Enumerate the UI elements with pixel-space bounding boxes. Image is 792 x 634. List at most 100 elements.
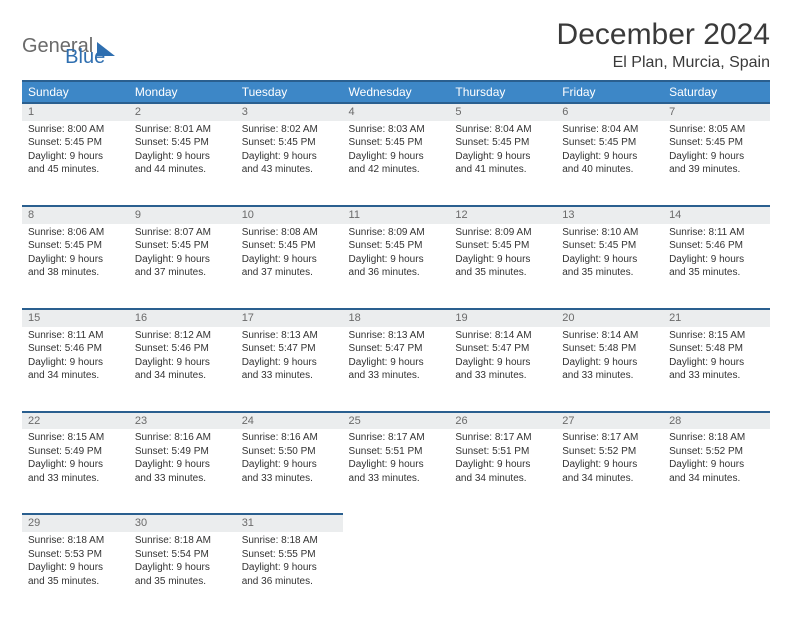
daylight-line-2: and 34 minutes.	[135, 369, 230, 383]
sunrise-line: Sunrise: 8:00 AM	[28, 123, 123, 137]
sunset-line: Sunset: 5:47 PM	[349, 342, 444, 356]
logo: General Blue	[22, 18, 105, 69]
logo-text-blue: Blue	[65, 46, 105, 69]
day-details: Sunrise: 8:07 AMSunset: 5:45 PMDaylight:…	[129, 224, 236, 308]
day-details: Sunrise: 8:18 AMSunset: 5:52 PMDaylight:…	[663, 429, 770, 513]
daylight-line-1: Daylight: 9 hours	[349, 150, 444, 164]
day-details: Sunrise: 8:03 AMSunset: 5:45 PMDaylight:…	[343, 121, 450, 205]
calendar-cell: 12Sunrise: 8:09 AMSunset: 5:45 PMDayligh…	[449, 206, 556, 309]
day-details: Sunrise: 8:06 AMSunset: 5:45 PMDaylight:…	[22, 224, 129, 308]
sunset-line: Sunset: 5:48 PM	[669, 342, 764, 356]
sunrise-line: Sunrise: 8:13 AM	[349, 329, 444, 343]
daylight-line-1: Daylight: 9 hours	[669, 356, 764, 370]
sunset-line: Sunset: 5:46 PM	[669, 239, 764, 253]
daylight-line-2: and 35 minutes.	[455, 266, 550, 280]
sunrise-line: Sunrise: 8:17 AM	[562, 431, 657, 445]
day-number: 3	[236, 104, 343, 121]
sunset-line: Sunset: 5:45 PM	[28, 136, 123, 150]
day-number: 25	[343, 413, 450, 430]
calendar-week-row: 1Sunrise: 8:00 AMSunset: 5:45 PMDaylight…	[22, 103, 770, 206]
day-number: 9	[129, 207, 236, 224]
daylight-line-1: Daylight: 9 hours	[28, 458, 123, 472]
sunrise-line: Sunrise: 8:04 AM	[562, 123, 657, 137]
weekday-header: Saturday	[663, 81, 770, 103]
daylight-line-2: and 33 minutes.	[242, 472, 337, 486]
calendar-cell: 15Sunrise: 8:11 AMSunset: 5:46 PMDayligh…	[22, 309, 129, 412]
daylight-line-1: Daylight: 9 hours	[669, 253, 764, 267]
day-details: Sunrise: 8:15 AMSunset: 5:48 PMDaylight:…	[663, 327, 770, 411]
day-details: Sunrise: 8:09 AMSunset: 5:45 PMDaylight:…	[449, 224, 556, 308]
calendar-table: SundayMondayTuesdayWednesdayThursdayFrid…	[22, 80, 770, 616]
sunset-line: Sunset: 5:45 PM	[28, 239, 123, 253]
daylight-line-1: Daylight: 9 hours	[349, 458, 444, 472]
calendar-cell: 1Sunrise: 8:00 AMSunset: 5:45 PMDaylight…	[22, 103, 129, 206]
daylight-line-1: Daylight: 9 hours	[562, 253, 657, 267]
sunset-line: Sunset: 5:49 PM	[135, 445, 230, 459]
day-number: 15	[22, 310, 129, 327]
sunset-line: Sunset: 5:45 PM	[669, 136, 764, 150]
calendar-cell: 7Sunrise: 8:05 AMSunset: 5:45 PMDaylight…	[663, 103, 770, 206]
sunrise-line: Sunrise: 8:05 AM	[669, 123, 764, 137]
daylight-line-1: Daylight: 9 hours	[28, 356, 123, 370]
sunset-line: Sunset: 5:47 PM	[242, 342, 337, 356]
calendar-week-row: 8Sunrise: 8:06 AMSunset: 5:45 PMDaylight…	[22, 206, 770, 309]
day-details: Sunrise: 8:18 AMSunset: 5:54 PMDaylight:…	[129, 532, 236, 616]
sunrise-line: Sunrise: 8:16 AM	[135, 431, 230, 445]
day-details: Sunrise: 8:05 AMSunset: 5:45 PMDaylight:…	[663, 121, 770, 205]
sunset-line: Sunset: 5:52 PM	[562, 445, 657, 459]
day-details: Sunrise: 8:18 AMSunset: 5:53 PMDaylight:…	[22, 532, 129, 616]
day-number: 10	[236, 207, 343, 224]
daylight-line-2: and 35 minutes.	[28, 575, 123, 589]
daylight-line-2: and 33 minutes.	[28, 472, 123, 486]
day-details: Sunrise: 8:11 AMSunset: 5:46 PMDaylight:…	[22, 327, 129, 411]
sunrise-line: Sunrise: 8:03 AM	[349, 123, 444, 137]
daylight-line-2: and 37 minutes.	[135, 266, 230, 280]
sunset-line: Sunset: 5:48 PM	[562, 342, 657, 356]
daylight-line-2: and 39 minutes.	[669, 163, 764, 177]
day-number: 27	[556, 413, 663, 430]
sunrise-line: Sunrise: 8:18 AM	[669, 431, 764, 445]
header: General Blue December 2024 El Plan, Murc…	[22, 18, 770, 72]
day-details: Sunrise: 8:04 AMSunset: 5:45 PMDaylight:…	[556, 121, 663, 205]
day-details: Sunrise: 8:18 AMSunset: 5:55 PMDaylight:…	[236, 532, 343, 616]
day-details: Sunrise: 8:02 AMSunset: 5:45 PMDaylight:…	[236, 121, 343, 205]
sunset-line: Sunset: 5:52 PM	[669, 445, 764, 459]
sunset-line: Sunset: 5:46 PM	[28, 342, 123, 356]
sunset-line: Sunset: 5:45 PM	[455, 136, 550, 150]
daylight-line-2: and 34 minutes.	[562, 472, 657, 486]
sunset-line: Sunset: 5:49 PM	[28, 445, 123, 459]
day-details: Sunrise: 8:16 AMSunset: 5:49 PMDaylight:…	[129, 429, 236, 513]
calendar-body: 1Sunrise: 8:00 AMSunset: 5:45 PMDaylight…	[22, 103, 770, 616]
weekday-row: SundayMondayTuesdayWednesdayThursdayFrid…	[22, 81, 770, 103]
calendar-cell: 25Sunrise: 8:17 AMSunset: 5:51 PMDayligh…	[343, 412, 450, 515]
calendar-cell: 29Sunrise: 8:18 AMSunset: 5:53 PMDayligh…	[22, 514, 129, 616]
daylight-line-2: and 36 minutes.	[349, 266, 444, 280]
day-details: Sunrise: 8:09 AMSunset: 5:45 PMDaylight:…	[343, 224, 450, 308]
calendar-cell: 5Sunrise: 8:04 AMSunset: 5:45 PMDaylight…	[449, 103, 556, 206]
sunset-line: Sunset: 5:45 PM	[562, 239, 657, 253]
day-number: 21	[663, 310, 770, 327]
calendar-page: General Blue December 2024 El Plan, Murc…	[0, 0, 792, 634]
sunrise-line: Sunrise: 8:08 AM	[242, 226, 337, 240]
day-number: 1	[22, 104, 129, 121]
calendar-cell: 2Sunrise: 8:01 AMSunset: 5:45 PMDaylight…	[129, 103, 236, 206]
daylight-line-1: Daylight: 9 hours	[242, 150, 337, 164]
sunset-line: Sunset: 5:45 PM	[455, 239, 550, 253]
sunrise-line: Sunrise: 8:18 AM	[28, 534, 123, 548]
day-details: Sunrise: 8:00 AMSunset: 5:45 PMDaylight:…	[22, 121, 129, 205]
day-details: Sunrise: 8:17 AMSunset: 5:52 PMDaylight:…	[556, 429, 663, 513]
sunset-line: Sunset: 5:46 PM	[135, 342, 230, 356]
calendar-cell	[556, 514, 663, 616]
daylight-line-2: and 34 minutes.	[28, 369, 123, 383]
calendar-cell: 8Sunrise: 8:06 AMSunset: 5:45 PMDaylight…	[22, 206, 129, 309]
calendar-cell: 21Sunrise: 8:15 AMSunset: 5:48 PMDayligh…	[663, 309, 770, 412]
daylight-line-1: Daylight: 9 hours	[455, 253, 550, 267]
day-number: 14	[663, 207, 770, 224]
sunset-line: Sunset: 5:45 PM	[562, 136, 657, 150]
daylight-line-2: and 36 minutes.	[242, 575, 337, 589]
sunset-line: Sunset: 5:53 PM	[28, 548, 123, 562]
weekday-header: Sunday	[22, 81, 129, 103]
calendar-cell: 14Sunrise: 8:11 AMSunset: 5:46 PMDayligh…	[663, 206, 770, 309]
daylight-line-2: and 33 minutes.	[242, 369, 337, 383]
daylight-line-2: and 33 minutes.	[349, 369, 444, 383]
